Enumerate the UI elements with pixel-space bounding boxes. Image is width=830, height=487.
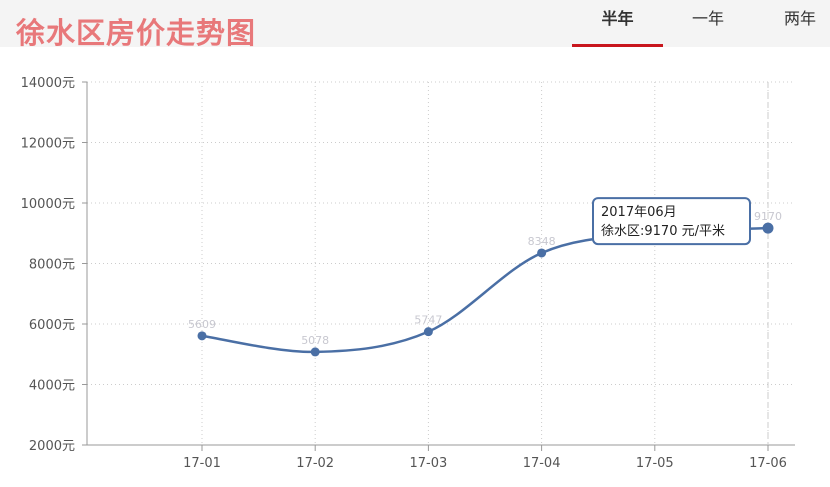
y-tick-label: 6000元 — [29, 318, 75, 333]
data-label: 8348 — [528, 235, 556, 248]
y-tick-label: 14000元 — [21, 76, 75, 91]
header: 徐水区房价走势图 半年 一年 两年 — [0, 0, 830, 50]
y-tick-label: 12000元 — [21, 137, 75, 152]
point — [310, 347, 320, 357]
x-tick-label: 17-06 — [749, 456, 787, 471]
tooltip-box — [592, 197, 751, 246]
page-title: 徐水区房价走势图 — [16, 16, 257, 50]
point — [423, 327, 433, 337]
tab[interactable]: 半年 — [572, 8, 663, 47]
x-tick-label: 17-01 — [183, 456, 221, 471]
data-label: 5078 — [301, 334, 329, 347]
y-tick-label: 8000元 — [29, 258, 75, 273]
data-label: 9170 — [754, 210, 782, 223]
x-tick-label: 17-03 — [410, 456, 448, 471]
x-tick-label: 17-04 — [523, 456, 561, 471]
point — [762, 222, 774, 234]
chart: 2000元 4000元 6000元 8000元 10000元 12000元 14000元 17… — [21, 76, 795, 471]
y-tick-label: 4000元 — [29, 379, 75, 394]
tab[interactable]: 两年 — [783, 9, 816, 28]
x-tick-label: 17-02 — [296, 456, 334, 471]
line — [201, 226, 769, 354]
y-tick-label: 2000元 — [29, 439, 75, 454]
point — [537, 248, 547, 258]
x-tick-label: 17-05 — [636, 456, 674, 471]
tooltip-line: 徐水区:9170 元/平米 — [601, 224, 725, 239]
data-label: 5747 — [414, 314, 442, 327]
data-label: 5609 — [188, 318, 216, 331]
tab[interactable]: 一年 — [691, 9, 724, 28]
y-tick-label: 10000元 — [21, 197, 75, 212]
point — [197, 331, 207, 341]
tooltip-line: 2017年06月 — [601, 205, 677, 220]
